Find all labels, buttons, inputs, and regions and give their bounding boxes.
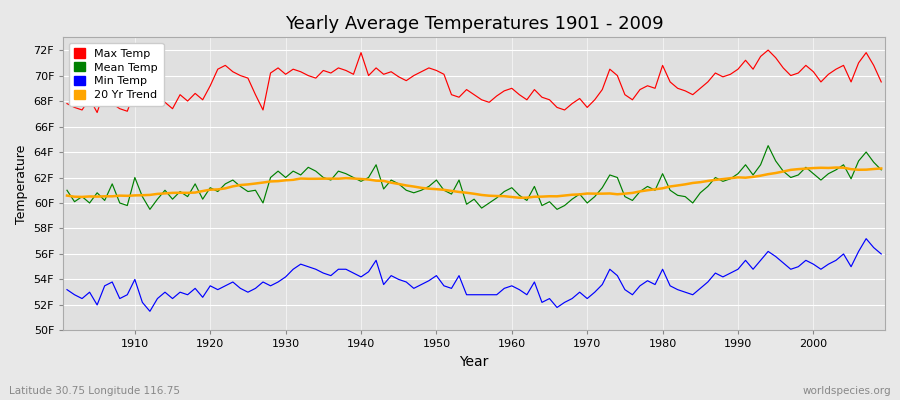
Title: Yearly Average Temperatures 1901 - 2009: Yearly Average Temperatures 1901 - 2009 bbox=[284, 15, 663, 33]
X-axis label: Year: Year bbox=[459, 355, 489, 369]
Text: Latitude 30.75 Longitude 116.75: Latitude 30.75 Longitude 116.75 bbox=[9, 386, 180, 396]
Y-axis label: Temperature: Temperature bbox=[15, 144, 28, 224]
Legend: Max Temp, Mean Temp, Min Temp, 20 Yr Trend: Max Temp, Mean Temp, Min Temp, 20 Yr Tre… bbox=[68, 43, 164, 106]
Text: worldspecies.org: worldspecies.org bbox=[803, 386, 891, 396]
